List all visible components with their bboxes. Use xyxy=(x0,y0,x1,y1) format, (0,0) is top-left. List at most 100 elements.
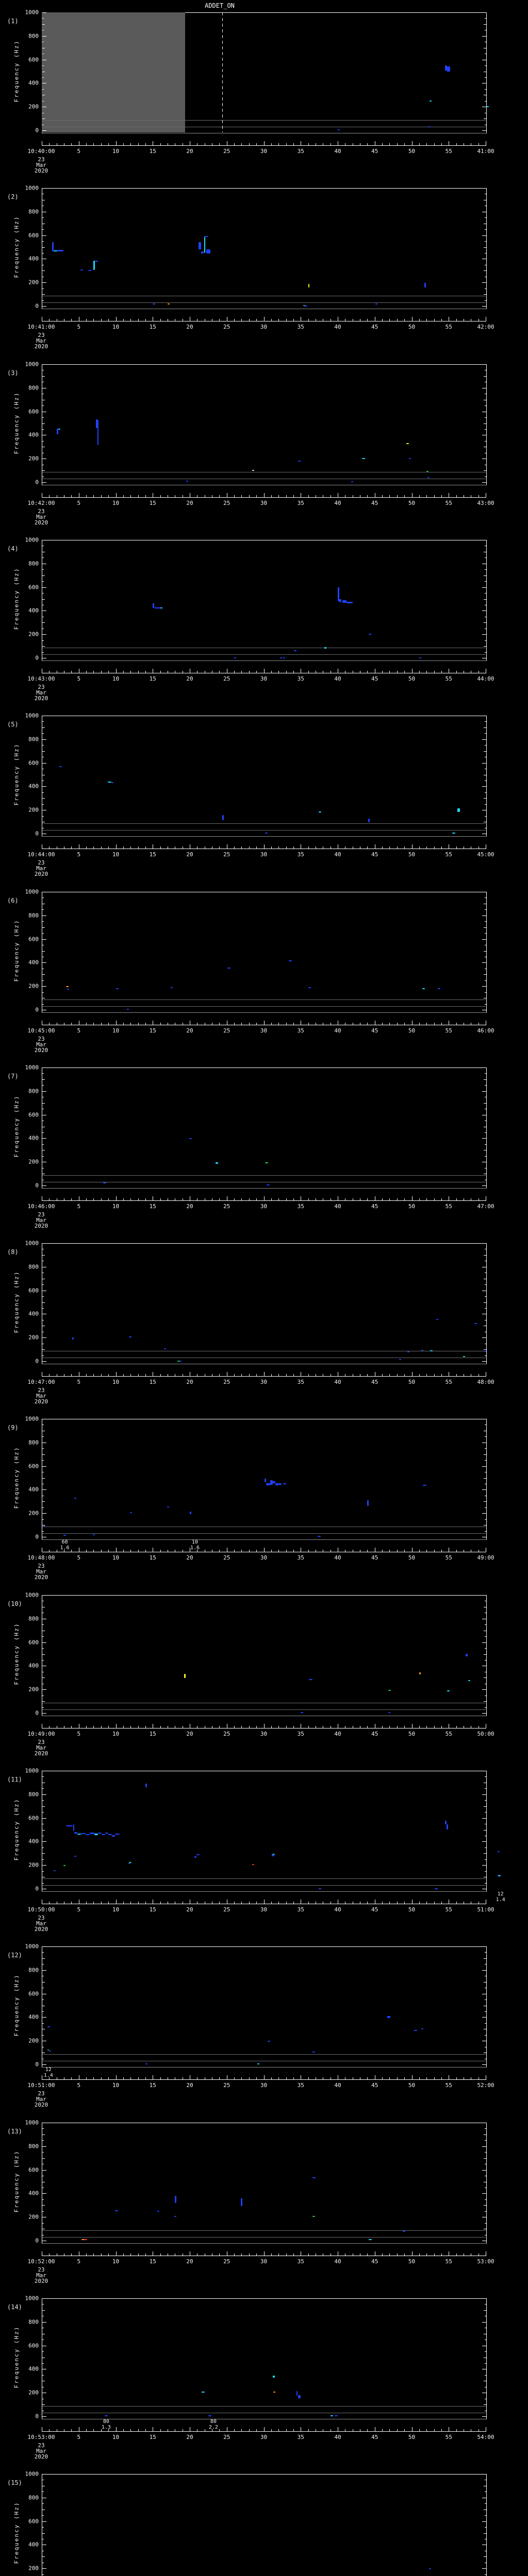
detection-mark xyxy=(408,458,411,460)
x-tick xyxy=(219,2253,220,2256)
x-tick-label: 30 xyxy=(260,675,268,682)
x-tick xyxy=(308,846,309,849)
y-tick-label: 400 xyxy=(28,2013,39,2021)
x-tick xyxy=(130,319,131,321)
x-tick xyxy=(456,495,457,497)
x-tick xyxy=(478,1902,479,1904)
x-tick-label: 15 xyxy=(149,1906,156,1913)
detection-mark xyxy=(58,429,60,430)
y-tick xyxy=(42,1079,45,1080)
x-tick xyxy=(86,1023,87,1025)
y-tick xyxy=(485,1284,486,1285)
y-axis-label: Frequency (Hz) xyxy=(13,2326,20,2388)
plot-frame xyxy=(42,2298,487,2419)
y-axis-label: Frequency (Hz) xyxy=(13,392,20,454)
x-tick-label: 35 xyxy=(297,1027,304,1034)
y-tick xyxy=(42,1677,45,1679)
x-tick xyxy=(71,846,72,849)
x-tick xyxy=(86,143,87,145)
y-tick xyxy=(485,1624,486,1625)
x-tick xyxy=(456,1374,457,1376)
x-tick xyxy=(241,1198,242,1200)
y-tick-label: 800 xyxy=(28,560,39,567)
y-tick xyxy=(42,1255,45,1256)
x-start-time-label: 10:43:00 xyxy=(27,675,55,682)
x-tick xyxy=(234,1023,235,1025)
y-tick xyxy=(42,241,44,242)
x-tick xyxy=(249,495,250,497)
y-tick xyxy=(42,933,44,934)
x-tick xyxy=(293,1198,294,1200)
x-tick-label: 45 xyxy=(371,1906,378,1913)
x-tick xyxy=(308,671,309,673)
x-tick xyxy=(434,319,435,321)
y-tick xyxy=(42,1132,44,1133)
y-tick xyxy=(485,1144,486,1145)
x-tick xyxy=(241,671,242,673)
y-tick xyxy=(42,2011,44,2012)
detection-mark xyxy=(53,1870,56,1871)
x-tick xyxy=(278,1550,279,1552)
x-tick xyxy=(426,1023,427,1025)
y-tick xyxy=(484,247,486,248)
detection-mark xyxy=(429,100,432,102)
x-tick xyxy=(138,671,139,673)
y-tick xyxy=(42,2134,45,2135)
y-tick xyxy=(42,24,45,25)
y-tick-label: 1000 xyxy=(25,1240,39,1247)
x-tick xyxy=(286,846,287,849)
detection-annotation: 1.4 xyxy=(496,1897,505,1903)
detection-mark xyxy=(466,1654,468,1656)
y-tick xyxy=(484,1501,486,1502)
x-tick xyxy=(71,1023,72,1025)
y-tick-label: 400 xyxy=(28,2365,39,2372)
x-tick xyxy=(389,1374,390,1376)
y-tick xyxy=(485,2035,486,2036)
x-end-time-label: 44:00 xyxy=(477,675,494,682)
x-tick xyxy=(397,671,398,673)
x-tick xyxy=(389,671,390,673)
x-tick-label: 55 xyxy=(445,1906,452,1913)
y-tick xyxy=(482,1513,486,1514)
x-tick xyxy=(434,1374,435,1376)
x-tick xyxy=(293,1902,294,1904)
x-tick-label: 30 xyxy=(260,1554,268,1561)
spectrogram-panel-6: (6) Frequency (Hz) 0 200 400 600 800 1000 5 10 15 2… xyxy=(0,879,528,1055)
x-tick xyxy=(278,671,279,673)
y-tick xyxy=(42,2023,44,2024)
y-tick xyxy=(485,1871,486,1872)
x-tick-label: 55 xyxy=(445,500,452,506)
detection-mark xyxy=(312,2177,316,2179)
spectrogram-panel-15: (15)Frequency (Hz)0200400600800100051015… xyxy=(0,2462,528,2576)
x-tick xyxy=(441,1374,442,1376)
y-tick xyxy=(485,429,486,430)
x-tick-label: 35 xyxy=(297,1203,304,1210)
detection-mark xyxy=(204,236,206,253)
detection-mark xyxy=(272,1853,274,1856)
y-tick xyxy=(485,1776,486,1777)
x-tick xyxy=(404,2077,405,2079)
y-tick xyxy=(484,1853,486,1854)
gray-guide-line xyxy=(42,302,486,303)
y-tick xyxy=(485,1355,486,1356)
y-tick xyxy=(484,951,486,952)
x-tick xyxy=(108,319,109,321)
date-line: Mar xyxy=(36,1920,46,1927)
y-tick xyxy=(42,962,46,963)
x-tick xyxy=(93,2077,94,2079)
y-tick-label: 400 xyxy=(28,783,39,790)
detection-mark xyxy=(129,1336,131,1338)
x-tick-label: 40 xyxy=(334,2082,341,2089)
x-tick-label: 35 xyxy=(297,2434,304,2441)
y-tick xyxy=(484,798,486,799)
x-tick xyxy=(145,1023,146,1025)
detection-mark xyxy=(104,2415,108,2417)
x-tick xyxy=(456,1198,457,1200)
y-tick xyxy=(42,1871,44,1872)
detection-mark xyxy=(128,1862,131,1864)
y-tick xyxy=(484,1806,486,1807)
x-tick-label: 10 xyxy=(112,2082,120,2089)
x-tick xyxy=(397,846,398,849)
x-tick xyxy=(293,1374,294,1376)
y-tick-label: 600 xyxy=(28,1287,39,1294)
